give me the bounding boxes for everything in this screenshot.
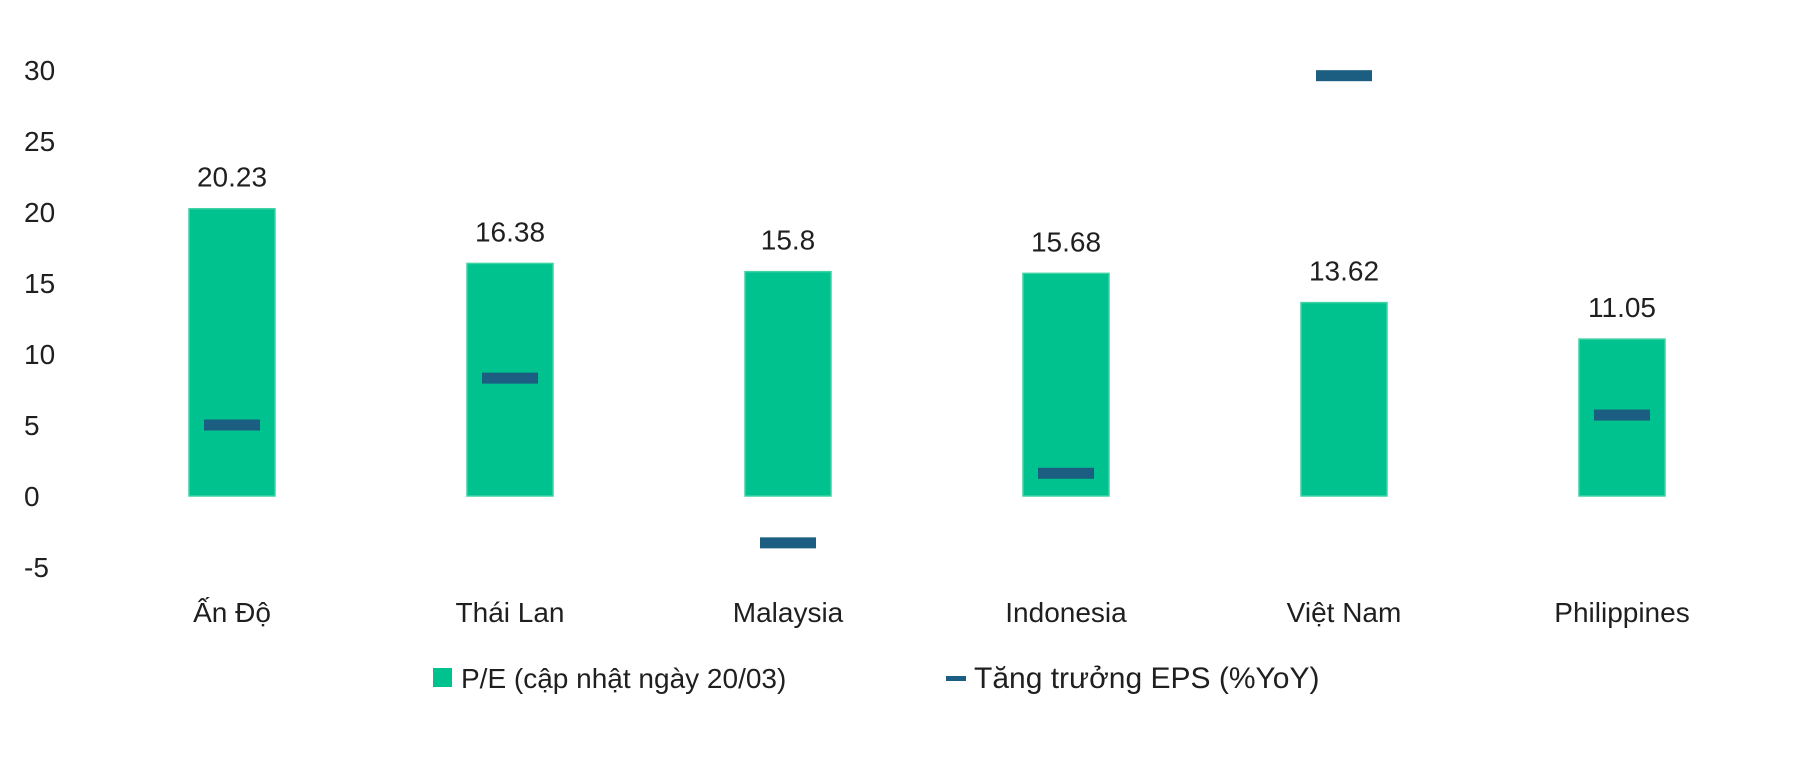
y-tick-label: 15 — [24, 268, 55, 299]
x-category-label: Philippines — [1554, 597, 1689, 628]
pe-data-label: 20.23 — [197, 162, 267, 193]
legend: P/E (cập nhật ngày 20/03) Tăng trưởng EP… — [433, 662, 1319, 695]
pe-bar — [1022, 272, 1110, 497]
pe-data-label: 15.68 — [1031, 226, 1101, 257]
y-tick-label: 25 — [24, 126, 55, 157]
y-tick-label: 0 — [24, 481, 40, 512]
y-axis: 30 25 20 15 10 5 0 -5 — [24, 55, 55, 583]
x-axis: Ấn Độ Thái Lan Malaysia Indonesia Việt Nam Ph… — [193, 597, 1690, 628]
pe-bar — [744, 270, 832, 497]
legend-label-eps: Tăng trưởng EPS (%YoY) — [974, 662, 1319, 695]
pe-data-label: 15.8 — [761, 225, 816, 256]
y-tick-label: 10 — [24, 339, 55, 370]
data-labels: 20.23 16.38 15.8 15.68 13.62 11.05 — [197, 162, 1656, 323]
legend-swatch-pe — [433, 668, 452, 687]
x-category-label: Indonesia — [1005, 597, 1127, 628]
x-category-label: Việt Nam — [1287, 597, 1402, 628]
x-category-label: Malaysia — [733, 597, 844, 628]
eps-marker — [204, 419, 260, 431]
eps-marker — [482, 372, 538, 384]
eps-marker — [1594, 409, 1650, 421]
legend-label-pe: P/E (cập nhật ngày 20/03) — [461, 663, 786, 694]
pe-bar — [188, 207, 276, 497]
x-category-label: Thái Lan — [456, 597, 565, 628]
y-tick-label: 30 — [24, 55, 55, 86]
pe-bar — [1300, 301, 1388, 497]
legend-swatch-eps — [946, 676, 966, 681]
y-tick-label: 20 — [24, 197, 55, 228]
pe-data-label: 11.05 — [1588, 292, 1656, 323]
pe-data-label: 16.38 — [475, 216, 545, 247]
pe-data-label: 13.62 — [1309, 256, 1379, 287]
bar-series — [188, 207, 1666, 497]
eps-marker — [760, 537, 816, 549]
y-tick-label: -5 — [24, 552, 49, 583]
eps-marker — [1316, 70, 1372, 82]
y-tick-label: 5 — [24, 410, 40, 441]
eps-marker-series — [204, 70, 1650, 549]
eps-marker — [1038, 467, 1094, 479]
x-category-label: Ấn Độ — [193, 597, 271, 628]
